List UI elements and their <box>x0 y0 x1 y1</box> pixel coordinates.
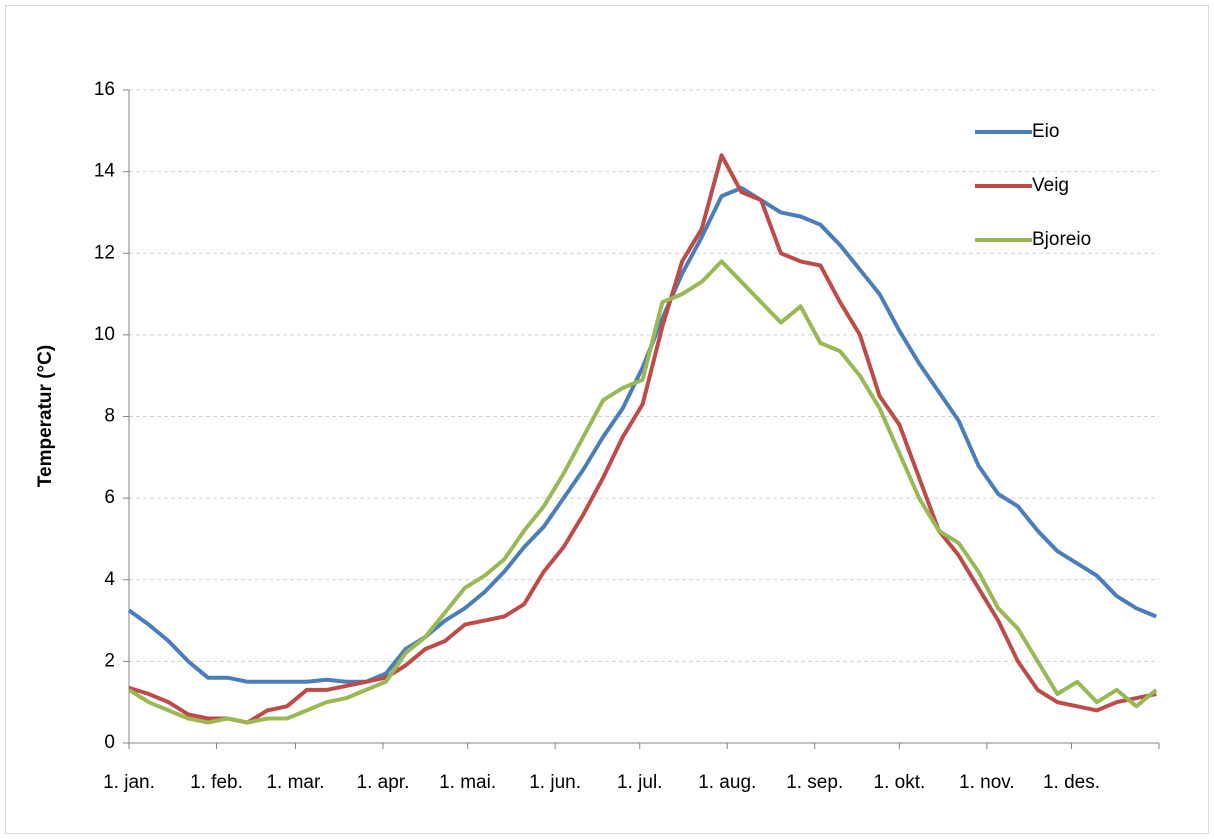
y-tick-label: 8 <box>104 406 115 427</box>
y-tick-label: 16 <box>94 79 115 100</box>
x-tick-label: 1. okt. <box>874 772 926 793</box>
line-series <box>127 186 1157 684</box>
y-tick-label: 0 <box>104 732 115 753</box>
y-tick-label: 2 <box>104 650 115 671</box>
x-tick-label: 1. aug. <box>698 772 756 793</box>
y-tick-label: 10 <box>94 324 115 345</box>
x-tick-label: 1. jul. <box>617 772 662 793</box>
x-tick-label: 1. jun. <box>529 772 581 793</box>
x-tick-label: 1. des. <box>1043 772 1100 793</box>
y-tick-label: 4 <box>104 569 115 590</box>
legend-label: Veig <box>1032 175 1069 196</box>
x-tick-label: 1. apr. <box>357 772 410 793</box>
y-tick-label: 12 <box>94 242 115 263</box>
x-tick-label: 1. mai. <box>439 772 496 793</box>
x-tick-label: 1. mar. <box>266 772 324 793</box>
legend-label: Bjoreio <box>1032 229 1091 250</box>
x-tick-label: 1. feb. <box>190 772 243 793</box>
y-tick-label: 14 <box>94 161 116 182</box>
chart-border <box>5 5 1209 834</box>
x-tick-label: 1. sep. <box>786 772 843 793</box>
legend-label: Eio <box>1032 121 1059 142</box>
x-tick-label: 1. nov. <box>959 772 1015 793</box>
y-tick-label: 6 <box>104 487 115 508</box>
line-series <box>128 153 1157 725</box>
line-series <box>127 259 1158 725</box>
x-tick-label: 1. jan. <box>103 772 155 793</box>
y-axis-label: Temperatur (°C) <box>35 345 56 487</box>
